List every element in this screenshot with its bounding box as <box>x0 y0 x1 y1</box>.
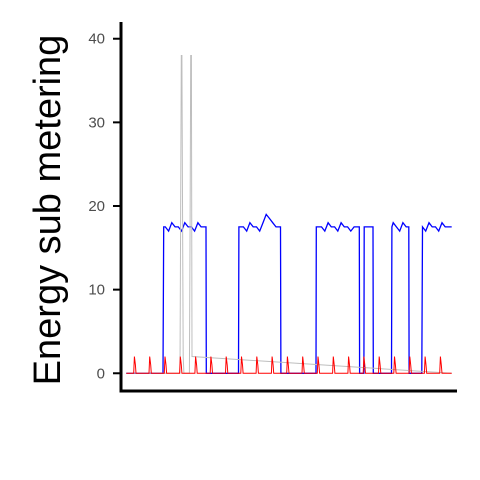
series-layer <box>126 55 452 374</box>
series-line-3 <box>126 356 452 374</box>
y-axis-title: Energy sub metering <box>27 35 69 386</box>
series-line-2 <box>126 55 452 374</box>
y-tick-label: 20 <box>88 198 105 215</box>
y-axis-ticks: 0 10 20 30 40 <box>88 31 121 382</box>
y-tick-label: 30 <box>88 114 105 131</box>
series-line-1 <box>126 213 452 374</box>
y-tick-label: 40 <box>88 31 105 48</box>
y-tick-label: 0 <box>97 365 105 382</box>
y-tick-label: 10 <box>88 282 105 299</box>
